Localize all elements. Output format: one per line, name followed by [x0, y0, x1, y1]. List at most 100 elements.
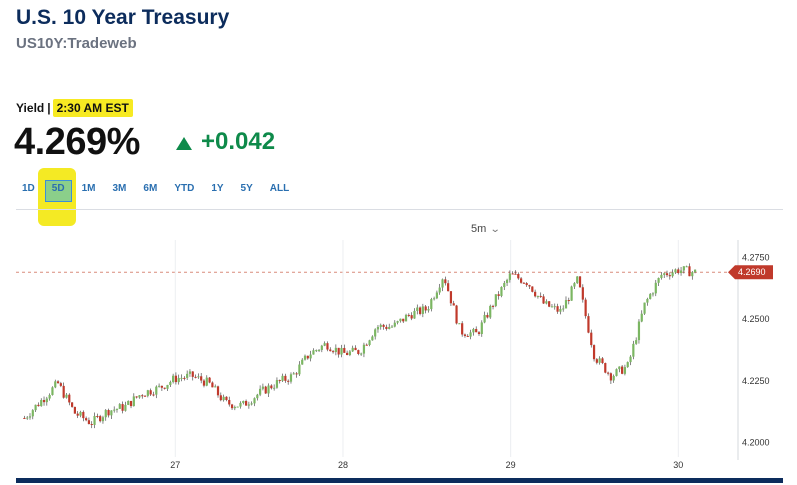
range-3m[interactable]: 3M [112, 183, 127, 194]
interval-dropdown[interactable]: 5m ⌄ [471, 223, 501, 235]
candle-body [376, 326, 380, 330]
candle-body [556, 306, 559, 312]
candle-body [90, 424, 93, 426]
candle-body [188, 371, 192, 374]
candle-body [26, 417, 29, 419]
candle-body [208, 377, 211, 383]
candle-body [73, 406, 76, 414]
candle-body [503, 283, 506, 288]
range-5y[interactable]: 5Y [240, 183, 253, 194]
candle-body [360, 353, 363, 355]
candle-body [34, 404, 37, 411]
candle-body [284, 375, 287, 381]
candle-body [183, 377, 186, 379]
candle-body [621, 366, 624, 374]
candle-body [87, 420, 91, 425]
candle-body [399, 318, 402, 322]
candle-body [244, 400, 248, 406]
candle-body [242, 400, 245, 403]
candle-body [365, 344, 368, 346]
candle-body [553, 306, 556, 308]
candle-body [407, 314, 410, 316]
candle-body [362, 344, 366, 354]
candle-body [312, 350, 315, 355]
candle-body [160, 385, 163, 388]
candle-body [334, 347, 337, 352]
yield-label: Yield [16, 101, 45, 115]
candle-body [570, 286, 573, 301]
candle-body [219, 395, 222, 401]
candle-body [595, 359, 598, 363]
candle-body [138, 395, 141, 398]
candle-body [340, 347, 343, 355]
candle-body [536, 295, 540, 297]
candle-body [432, 298, 436, 300]
candle-body [444, 279, 447, 284]
candle-body [172, 375, 175, 382]
candle-body [247, 404, 250, 406]
candle-body [186, 373, 189, 378]
candle-body [146, 390, 149, 396]
symbol-label: US10Y:Tradeweb [16, 35, 137, 52]
candle-body [522, 282, 525, 284]
candle-body [82, 411, 85, 419]
candle-body [472, 328, 475, 333]
candle-body [385, 326, 388, 329]
candle-body [640, 313, 643, 322]
candle-body [309, 354, 312, 359]
candle-body [469, 332, 472, 337]
y-tick-label: 4.2750 [742, 252, 770, 262]
candle-body [494, 294, 497, 306]
range-ytd[interactable]: YTD [174, 183, 195, 194]
candle-body [124, 404, 127, 411]
candle-body [267, 385, 270, 394]
candle-body [51, 387, 54, 395]
candle-body [677, 269, 680, 274]
range-6m[interactable]: 6M [143, 183, 158, 194]
candle-body [152, 394, 155, 396]
candle-body [578, 276, 582, 288]
candle-body [197, 376, 200, 378]
yield-value: 4.269% [14, 121, 140, 163]
candle-body [491, 305, 495, 307]
candle-body [477, 332, 481, 335]
candle-body [587, 316, 590, 333]
candle-body [663, 273, 666, 275]
chevron-down-icon: ⌄ [490, 223, 501, 235]
range-1y[interactable]: 1Y [211, 183, 224, 194]
range-5d[interactable]: 5D [51, 183, 65, 194]
candle-body [564, 300, 568, 309]
candle-body [396, 321, 399, 323]
candles [23, 263, 697, 429]
candle-body [250, 403, 253, 405]
candle-body [404, 314, 408, 322]
candle-body [320, 345, 323, 350]
candle-body [534, 291, 537, 297]
candle-body [70, 402, 74, 407]
candle-body [23, 417, 26, 419]
candle-body [104, 410, 107, 418]
candle-body [236, 406, 239, 408]
candle-body [216, 386, 220, 396]
candle-body [545, 301, 548, 304]
candle-body [430, 299, 433, 310]
x-axis: 27 28 29 30 [170, 460, 683, 470]
candle-body [275, 380, 279, 388]
candle-body [424, 306, 427, 311]
candle-body [59, 383, 62, 386]
candle-body [489, 305, 492, 318]
range-all[interactable]: ALL [269, 183, 290, 194]
candle-body [135, 396, 138, 398]
change-value: +0.042 [201, 128, 276, 155]
candle-body [40, 399, 43, 407]
range-1m[interactable]: 1M [81, 183, 96, 194]
range-1d[interactable]: 1D [22, 183, 35, 194]
candle-body [121, 404, 124, 411]
candle-body [298, 364, 301, 375]
candle-body [253, 398, 256, 404]
candle-body [449, 291, 453, 304]
candle-body [550, 306, 554, 308]
candle-body [337, 347, 340, 355]
candle-body [205, 377, 208, 386]
